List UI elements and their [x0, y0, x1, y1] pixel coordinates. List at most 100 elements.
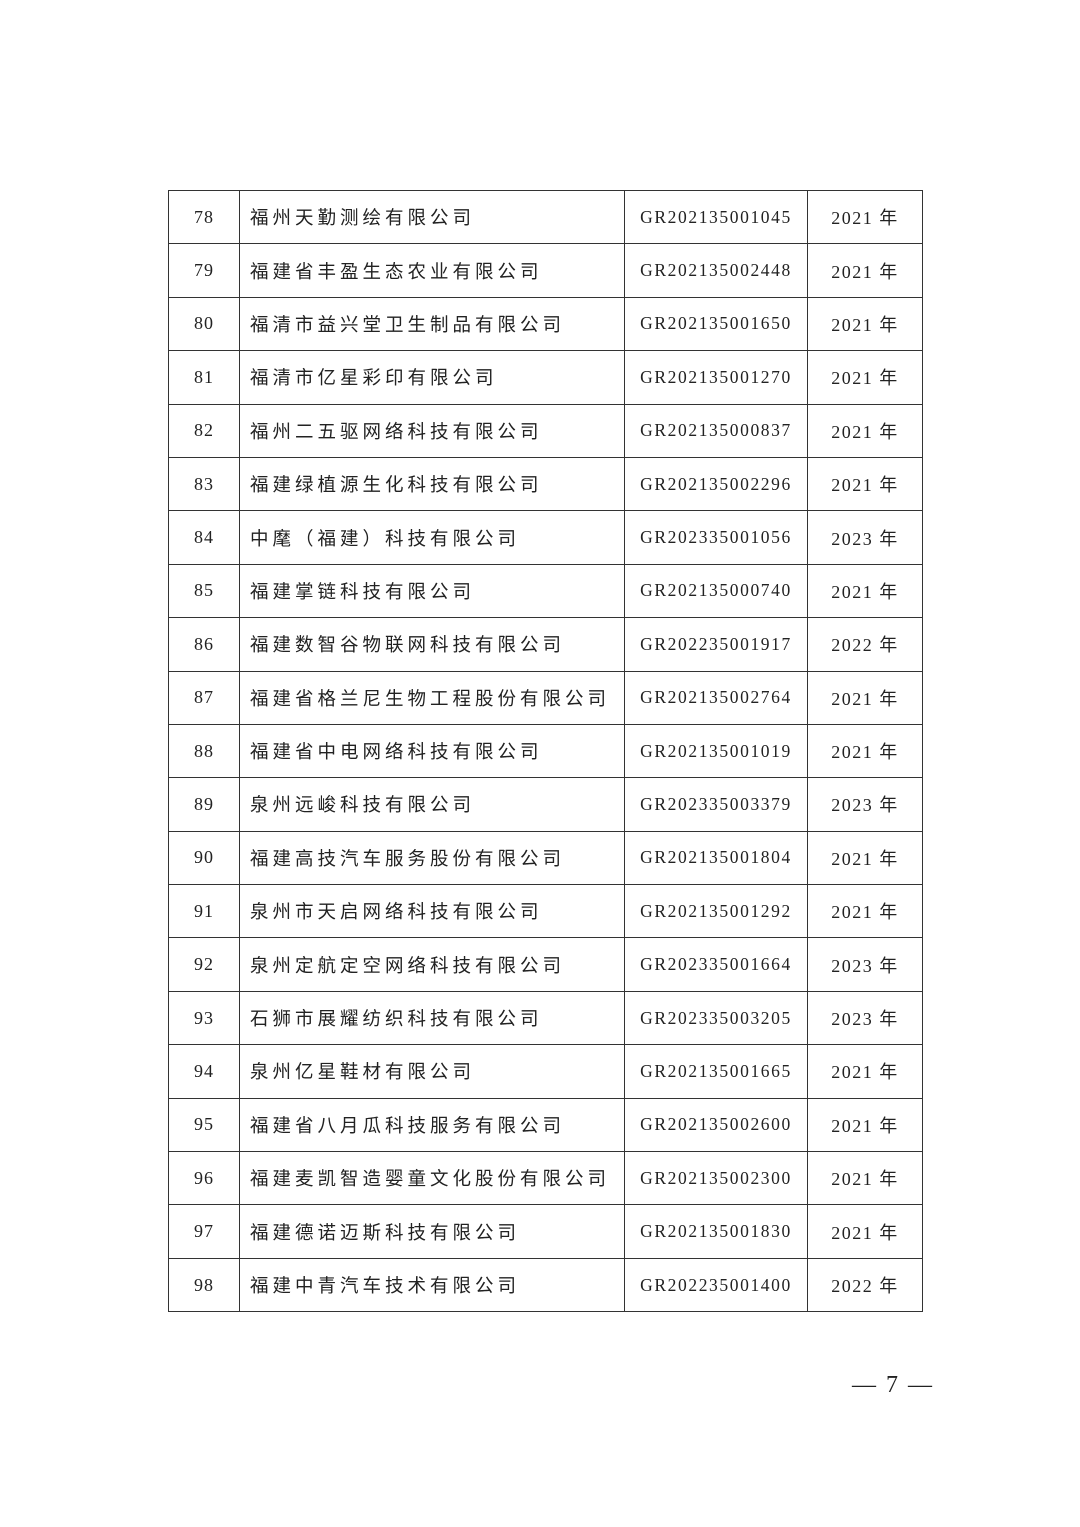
row-number-cell: 87: [168, 670, 240, 725]
year-cell: 2021 年: [807, 189, 923, 245]
table-row: 89 泉州远峻科技有限公司 GR202335003379 2023 年: [168, 777, 923, 832]
certificate-code-cell: GR202135001019: [624, 723, 808, 779]
certificate-code-cell: GR202135002296: [624, 456, 808, 512]
table-row: 90 福建高技汽车服务股份有限公司 GR202135001804 2021 年: [168, 830, 923, 886]
certificate-code-cell: GR202135002448: [624, 243, 808, 298]
company-name-cell: 福州二五驱网络科技有限公司: [239, 403, 625, 458]
year-cell: 2023 年: [807, 937, 923, 992]
table-row: 81 福清市亿星彩印有限公司 GR202135001270 2021 年: [168, 350, 923, 405]
table-row: 87 福建省格兰尼生物工程股份有限公司 GR202135002764 2021 年: [168, 670, 923, 725]
page-number: — 7 —: [852, 1372, 934, 1398]
table-row: 85 福建掌链科技有限公司 GR202135000740 2021 年: [168, 563, 923, 619]
year-cell: 2021 年: [807, 350, 923, 405]
table-row: 91 泉州市天启网络科技有限公司 GR202135001292 2021 年: [168, 884, 923, 939]
row-number-cell: 94: [168, 1044, 240, 1099]
row-number-cell: 78: [168, 189, 240, 245]
company-name-cell: 福建德诺迈斯科技有限公司: [239, 1204, 625, 1259]
row-number-cell: 90: [168, 830, 240, 886]
year-cell: 2021 年: [807, 563, 923, 619]
certificate-code-cell: GR202235001400: [624, 1257, 808, 1313]
row-number-cell: 82: [168, 403, 240, 458]
company-table-body: 78 福州天勤测绘有限公司 GR202135001045 2021 年 79 福建省丰盈生…: [168, 189, 923, 1313]
certificate-code-cell: GR202135002600: [624, 1097, 808, 1153]
company-name-cell: 中麾（福建）科技有限公司: [239, 510, 625, 565]
row-number-cell: 88: [168, 723, 240, 779]
row-number-cell: 92: [168, 937, 240, 992]
row-number-cell: 97: [168, 1204, 240, 1259]
company-name-cell: 福建高技汽车服务股份有限公司: [239, 830, 625, 886]
year-cell: 2021 年: [807, 1097, 923, 1153]
certificate-code-cell: GR202135001830: [624, 1204, 808, 1259]
year-cell: 2021 年: [807, 830, 923, 886]
company-name-cell: 福清市益兴堂卫生制品有限公司: [239, 296, 625, 352]
certificate-code-cell: GR202135001045: [624, 189, 808, 245]
year-cell: 2021 年: [807, 723, 923, 779]
table-row: 83 福建绿植源生化科技有限公司 GR202135002296 2021 年: [168, 456, 923, 512]
company-name-cell: 福建中青汽车技术有限公司: [239, 1257, 625, 1313]
year-cell: 2021 年: [807, 243, 923, 298]
row-number-cell: 95: [168, 1097, 240, 1153]
table-row: 96 福建麦凯智造婴童文化股份有限公司 GR202135002300 2021 年: [168, 1151, 923, 1206]
company-name-cell: 福建数智谷物联网科技有限公司: [239, 617, 625, 672]
certificate-code-cell: GR202135002300: [624, 1151, 808, 1206]
year-cell: 2022 年: [807, 617, 923, 672]
row-number-cell: 81: [168, 350, 240, 405]
row-number-cell: 79: [168, 243, 240, 298]
row-number-cell: 80: [168, 296, 240, 352]
year-cell: 2021 年: [807, 670, 923, 725]
year-cell: 2023 年: [807, 777, 923, 832]
company-name-cell: 福建绿植源生化科技有限公司: [239, 456, 625, 512]
table-row: 79 福建省丰盈生态农业有限公司 GR202135002448 2021 年: [168, 243, 923, 298]
certificate-code-cell: GR202135001650: [624, 296, 808, 352]
year-cell: 2023 年: [807, 510, 923, 565]
company-name-cell: 福州天勤测绘有限公司: [239, 189, 625, 245]
row-number-cell: 86: [168, 617, 240, 672]
table-row: 93 石狮市展耀纺织科技有限公司 GR202335003205 2023 年: [168, 990, 923, 1046]
certificate-code-cell: GR202335001664: [624, 937, 808, 992]
year-cell: 2021 年: [807, 1151, 923, 1206]
table-row: 88 福建省中电网络科技有限公司 GR202135001019 2021 年: [168, 723, 923, 779]
year-cell: 2021 年: [807, 884, 923, 939]
certificate-code-cell: GR202135001804: [624, 830, 808, 886]
company-name-cell: 泉州远峻科技有限公司: [239, 777, 625, 832]
table-row: 94 泉州亿星鞋材有限公司 GR202135001665 2021 年: [168, 1044, 923, 1099]
row-number-cell: 85: [168, 563, 240, 619]
row-number-cell: 93: [168, 990, 240, 1046]
row-number-cell: 96: [168, 1151, 240, 1206]
certificate-code-cell: GR202135002764: [624, 670, 808, 725]
table-row: 86 福建数智谷物联网科技有限公司 GR202235001917 2022 年: [168, 617, 923, 672]
company-name-cell: 泉州定航定空网络科技有限公司: [239, 937, 625, 992]
table-row: 84 中麾（福建）科技有限公司 GR202335001056 2023 年: [168, 510, 923, 565]
certificate-code-cell: GR202135001270: [624, 350, 808, 405]
table-row: 82 福州二五驱网络科技有限公司 GR202135000837 2021 年: [168, 403, 923, 458]
certificate-code-cell: GR202135001292: [624, 884, 808, 939]
certificate-code-cell: GR202235001917: [624, 617, 808, 672]
certificate-code-cell: GR202335001056: [624, 510, 808, 565]
company-name-cell: 泉州市天启网络科技有限公司: [239, 884, 625, 939]
certificate-code-cell: GR202335003379: [624, 777, 808, 832]
year-cell: 2022 年: [807, 1257, 923, 1313]
table-row: 80 福清市益兴堂卫生制品有限公司 GR202135001650 2021 年: [168, 296, 923, 352]
table-row: 92 泉州定航定空网络科技有限公司 GR202335001664 2023 年: [168, 937, 923, 992]
company-name-cell: 福建省丰盈生态农业有限公司: [239, 243, 625, 298]
company-name-cell: 泉州亿星鞋材有限公司: [239, 1044, 625, 1099]
certificate-code-cell: GR202335003205: [624, 990, 808, 1046]
company-name-cell: 福建麦凯智造婴童文化股份有限公司: [239, 1151, 625, 1206]
table-row: 97 福建德诺迈斯科技有限公司 GR202135001830 2021 年: [168, 1204, 923, 1259]
certificate-code-cell: GR202135000740: [624, 563, 808, 619]
year-cell: 2021 年: [807, 403, 923, 458]
table-row: 78 福州天勤测绘有限公司 GR202135001045 2021 年: [168, 189, 923, 245]
row-number-cell: 83: [168, 456, 240, 512]
year-cell: 2021 年: [807, 456, 923, 512]
company-table: 78 福州天勤测绘有限公司 GR202135001045 2021 年 79 福建省丰盈生…: [168, 189, 923, 1313]
table-row: 95 福建省八月瓜科技服务有限公司 GR202135002600 2021 年: [168, 1097, 923, 1153]
company-name-cell: 福建掌链科技有限公司: [239, 563, 625, 619]
year-cell: 2021 年: [807, 1044, 923, 1099]
year-cell: 2023 年: [807, 990, 923, 1046]
certificate-code-cell: GR202135001665: [624, 1044, 808, 1099]
company-name-cell: 福清市亿星彩印有限公司: [239, 350, 625, 405]
row-number-cell: 91: [168, 884, 240, 939]
year-cell: 2021 年: [807, 296, 923, 352]
company-name-cell: 福建省中电网络科技有限公司: [239, 723, 625, 779]
certificate-code-cell: GR202135000837: [624, 403, 808, 458]
